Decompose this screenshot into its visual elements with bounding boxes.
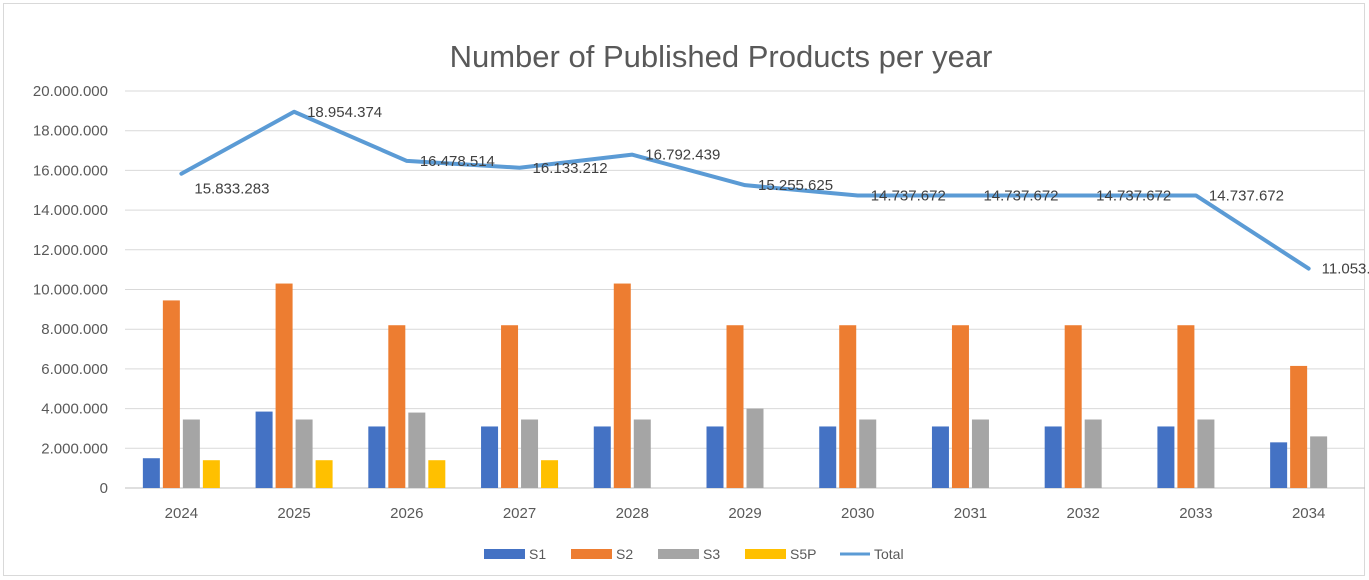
bar-s2-2030	[839, 325, 857, 488]
y-tick-label: 2.000.000	[41, 440, 108, 457]
x-tick-label: 2032	[1066, 505, 1099, 522]
bar-s2-2024	[162, 300, 180, 488]
y-tick-label: 8.000.000	[41, 321, 108, 338]
total-data-label: 14.737.672	[871, 187, 946, 204]
bar-s3-2025	[295, 419, 313, 488]
bar-s3-2032	[1084, 419, 1102, 488]
total-data-label: 16.478.514	[420, 153, 495, 170]
x-axis-ticks: 2024 2025 2026 2027 2028 2029 2030 2031 2032 2033…	[165, 505, 1326, 522]
legend-swatch-s5p	[745, 549, 786, 559]
legend-label-total: Total	[874, 546, 904, 562]
bar-s3-2028	[633, 419, 651, 488]
legend-label-s3: S3	[703, 546, 720, 562]
x-tick-label: 2026	[390, 505, 423, 522]
bar-s3-2029	[746, 408, 764, 488]
bar-s1-2029	[706, 426, 724, 488]
bar-s1-2033	[1157, 426, 1175, 488]
total-data-label: 15.833.283	[194, 181, 269, 198]
y-tick-label: 10.000.000	[33, 282, 108, 299]
bar-s2-2029	[726, 325, 744, 488]
bar-s5p-2025	[315, 460, 333, 488]
x-tick-label: 2030	[841, 505, 874, 522]
bar-s3-2026	[408, 412, 426, 488]
bar-s2-2028	[613, 283, 631, 488]
bar-s3-2024	[182, 419, 200, 488]
bar-s2-2033	[1177, 325, 1195, 488]
x-tick-label: 2025	[277, 505, 310, 522]
data-labels: 15.833.283 18.954.374 16.478.514 16.133.212…	[194, 104, 1369, 278]
y-tick-label: 4.000.000	[41, 401, 108, 418]
bar-s2-2031	[951, 325, 969, 488]
legend-swatch-s2	[571, 549, 612, 559]
total-data-label: 16.133.212	[533, 160, 608, 177]
y-tick-label: 16.000.000	[33, 162, 108, 179]
chart-title: Number of Published Products per year	[450, 39, 993, 74]
bar-s3-2030	[859, 419, 877, 488]
y-tick-label: 6.000.000	[41, 361, 108, 378]
bar-s1-2027	[481, 426, 499, 488]
bar-s2-2026	[388, 325, 406, 488]
total-data-label: 15.255.625	[758, 177, 833, 194]
bar-s1-2025	[255, 411, 273, 488]
total-data-label: 16.792.439	[645, 147, 720, 164]
bar-s3-2033	[1197, 419, 1215, 488]
y-tick-label: 12.000.000	[33, 242, 108, 259]
total-data-label: 14.737.672	[1096, 187, 1171, 204]
bar-s1-2028	[593, 426, 611, 488]
y-tick-label: 14.000.000	[33, 202, 108, 219]
total-data-label: 14.737.672	[983, 187, 1058, 204]
legend: S1 S2 S3 S5P Total	[484, 546, 904, 562]
x-tick-label: 2033	[1179, 505, 1212, 522]
y-axis-ticks: 0 2.000.000 4.000.000 6.000.000 8.000.000 10.…	[33, 83, 108, 497]
legend-swatch-s3	[658, 549, 699, 559]
bar-s5p-2026	[428, 460, 446, 488]
bar-s3-2031	[971, 419, 989, 488]
y-tick-label: 0	[100, 480, 108, 497]
bar-s2-2032	[1064, 325, 1082, 488]
bar-s1-2026	[368, 426, 386, 488]
bar-s1-2034	[1270, 442, 1288, 488]
x-tick-label: 2028	[616, 505, 649, 522]
x-tick-label: 2027	[503, 505, 536, 522]
legend-label-s5p: S5P	[790, 546, 816, 562]
legend-label-s1: S1	[529, 546, 546, 562]
y-tick-label: 18.000.000	[33, 123, 108, 140]
bar-s2-2025	[275, 283, 293, 488]
bar-s5p-2024	[202, 460, 220, 488]
bar-s1-2032	[1044, 426, 1062, 488]
bar-s1-2024	[142, 458, 160, 488]
bar-s1-2030	[819, 426, 837, 488]
bar-s2-2034	[1290, 365, 1308, 488]
total-data-label: 18.954.374	[307, 104, 382, 121]
x-tick-label: 2034	[1292, 505, 1325, 522]
bars	[142, 283, 1328, 488]
bar-s1-2031	[931, 426, 949, 488]
bar-s5p-2027	[541, 460, 559, 488]
legend-label-s2: S2	[616, 546, 633, 562]
total-series-line	[179, 109, 1311, 271]
legend-swatch-s1	[484, 549, 525, 559]
total-data-label: 14.737.672	[1209, 187, 1284, 204]
bar-s3-2034	[1310, 436, 1328, 488]
bar-s2-2027	[501, 325, 519, 488]
bar-s3-2027	[521, 419, 539, 488]
x-tick-label: 2031	[954, 505, 987, 522]
y-tick-label: 20.000.000	[33, 83, 108, 100]
total-line	[179, 109, 1311, 271]
x-tick-label: 2024	[165, 505, 198, 522]
x-tick-label: 2029	[728, 505, 761, 522]
total-data-label: 11.053.254	[1322, 261, 1369, 278]
